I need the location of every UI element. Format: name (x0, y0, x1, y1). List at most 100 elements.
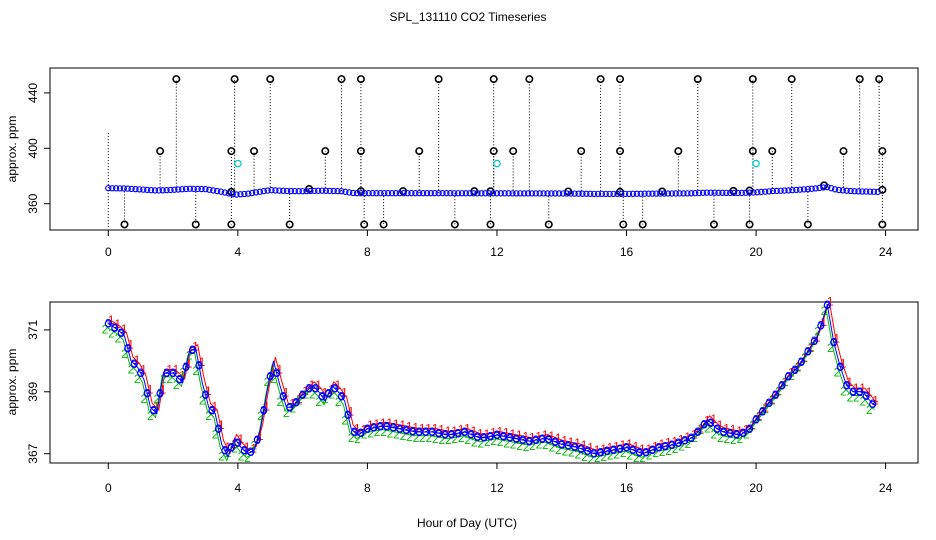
top-low-spike-point (120, 220, 129, 229)
top-baseline-point (606, 190, 613, 198)
top-baseline-point (435, 190, 442, 197)
bottom-x-tick-label: 8 (364, 481, 371, 495)
top-baseline-point (268, 187, 275, 194)
top-plot-frame (49, 67, 919, 231)
top-baseline-point (443, 190, 450, 197)
bottom-series-3-marker: 3 (241, 444, 248, 458)
bottom-series-3-marker: 3 (409, 424, 416, 438)
top-high-spike-point (525, 75, 534, 84)
bottom-series-2-marker: 2 (277, 395, 284, 409)
bottom-series-2-marker: 2 (147, 409, 154, 423)
bottom-series-3-point (208, 406, 216, 414)
top-high-spike-point (230, 75, 239, 84)
top-x-tick-label: 20 (749, 245, 763, 259)
bottom-series-1-marker: 1 (613, 439, 620, 453)
bottom-series-3-marker: 3 (837, 360, 844, 374)
bottom-series-2-marker: 2 (432, 432, 439, 446)
bottom-series-2-marker: 2 (860, 395, 867, 409)
bottom-series-3-marker: 3 (235, 436, 242, 450)
top-baseline-point (567, 190, 574, 197)
bottom-series-1-marker: 1 (464, 421, 471, 435)
bottom-series-1-marker: 1 (438, 423, 445, 437)
top-baseline-point (116, 185, 124, 192)
top-baseline-point (602, 190, 609, 198)
bottom-series-3-point (648, 446, 657, 454)
top-baseline-point (342, 188, 349, 195)
bottom-series-3-point (448, 430, 456, 439)
bottom-series-2-marker: 2 (600, 450, 607, 464)
top-baseline-point (738, 189, 745, 197)
bottom-series-1-marker: 1 (393, 417, 400, 431)
top-low-spike-point (285, 220, 294, 229)
top-baseline-point (423, 190, 431, 197)
top-baseline-point (419, 190, 427, 197)
bottom-series-2-marker: 2 (374, 425, 381, 439)
bottom-series-2-marker: 2 (549, 441, 556, 455)
bottom-series-2-marker: 2 (413, 431, 420, 445)
top-baseline-point (190, 185, 197, 193)
bottom-series-2-marker: 2 (322, 392, 329, 406)
bottom-series-1-marker: 1 (471, 424, 478, 438)
bottom-series-2-marker: 2 (685, 437, 692, 451)
top-high-spike-point (172, 75, 181, 84)
bottom-series-3-marker: 3 (565, 439, 572, 453)
bottom-series-2-marker: 2 (782, 375, 789, 389)
bottom-series-1-marker: 1 (846, 375, 853, 389)
top-mid-spike-point (250, 147, 259, 156)
top-baseline-point (252, 189, 260, 196)
bottom-series-2-marker: 2 (212, 428, 219, 442)
bottom-series-1-marker: 1 (568, 435, 575, 449)
top-baseline-point (112, 185, 120, 192)
bottom-series-3-marker: 3 (144, 386, 151, 400)
top-baseline-point (513, 190, 520, 197)
top-baseline-point (540, 190, 547, 197)
top-baseline-point (451, 190, 458, 197)
top-high-spike-point (596, 75, 605, 84)
top-baseline-point (765, 188, 773, 195)
bottom-series-3-point (694, 428, 702, 436)
bottom-series-1-marker: 1 (425, 421, 432, 435)
bottom-series-2-marker: 2 (426, 431, 433, 445)
bottom-series-3-marker: 3 (293, 396, 300, 410)
bottom-series-1-marker: 1 (237, 432, 244, 446)
top-baseline-point (105, 185, 112, 192)
bottom-series-3-point (130, 360, 138, 368)
bottom-series-3-marker: 3 (345, 408, 352, 422)
top-y-tick-label: 400 (26, 138, 40, 158)
bottom-series-3-marker: 3 (358, 426, 365, 440)
bottom-series-2-marker: 2 (471, 436, 478, 450)
bottom-series-2-marker: 2 (264, 375, 271, 389)
bottom-series-1-marker: 1 (108, 313, 115, 327)
top-low-spike-point (878, 220, 887, 229)
bottom-series-3-marker: 3 (830, 335, 837, 349)
top-baseline-point (493, 190, 501, 197)
bottom-series-2-marker: 2 (380, 425, 387, 439)
bottom-series-2-marker: 2 (568, 446, 575, 460)
top-baseline-point (283, 187, 291, 195)
bottom-series-2-marker: 2 (814, 324, 821, 338)
bottom-series-1-marker: 1 (412, 421, 419, 435)
bottom-series-3-point (344, 411, 352, 419)
bottom-series-3-point (720, 428, 728, 436)
bottom-series-3-marker: 3 (429, 425, 436, 439)
bottom-series-3-point (668, 441, 676, 449)
bottom-series-2-marker: 2 (244, 451, 251, 465)
bottom-series-3-marker: 3 (422, 425, 429, 439)
bottom-series-1-marker: 1 (406, 419, 413, 433)
bottom-series-3-marker: 3 (118, 326, 125, 340)
bottom-series-1-marker: 1 (788, 366, 795, 380)
top-baseline-point (571, 190, 578, 197)
top-baseline-point (400, 190, 407, 197)
top-baseline-point (260, 188, 267, 195)
bottom-series-3-marker: 3 (817, 319, 824, 333)
bottom-series-3-point (117, 329, 125, 337)
bottom-series-3-marker: 3 (636, 445, 643, 459)
top-baseline-point (835, 186, 843, 194)
bottom-series-1-marker: 1 (587, 441, 594, 455)
bottom-series-3-marker: 3 (202, 388, 209, 402)
top-baseline-point (777, 187, 784, 194)
bottom-series-2-marker: 2 (400, 429, 407, 443)
top-baseline-point (229, 191, 236, 198)
bottom-series-3-marker: 3 (137, 366, 144, 380)
